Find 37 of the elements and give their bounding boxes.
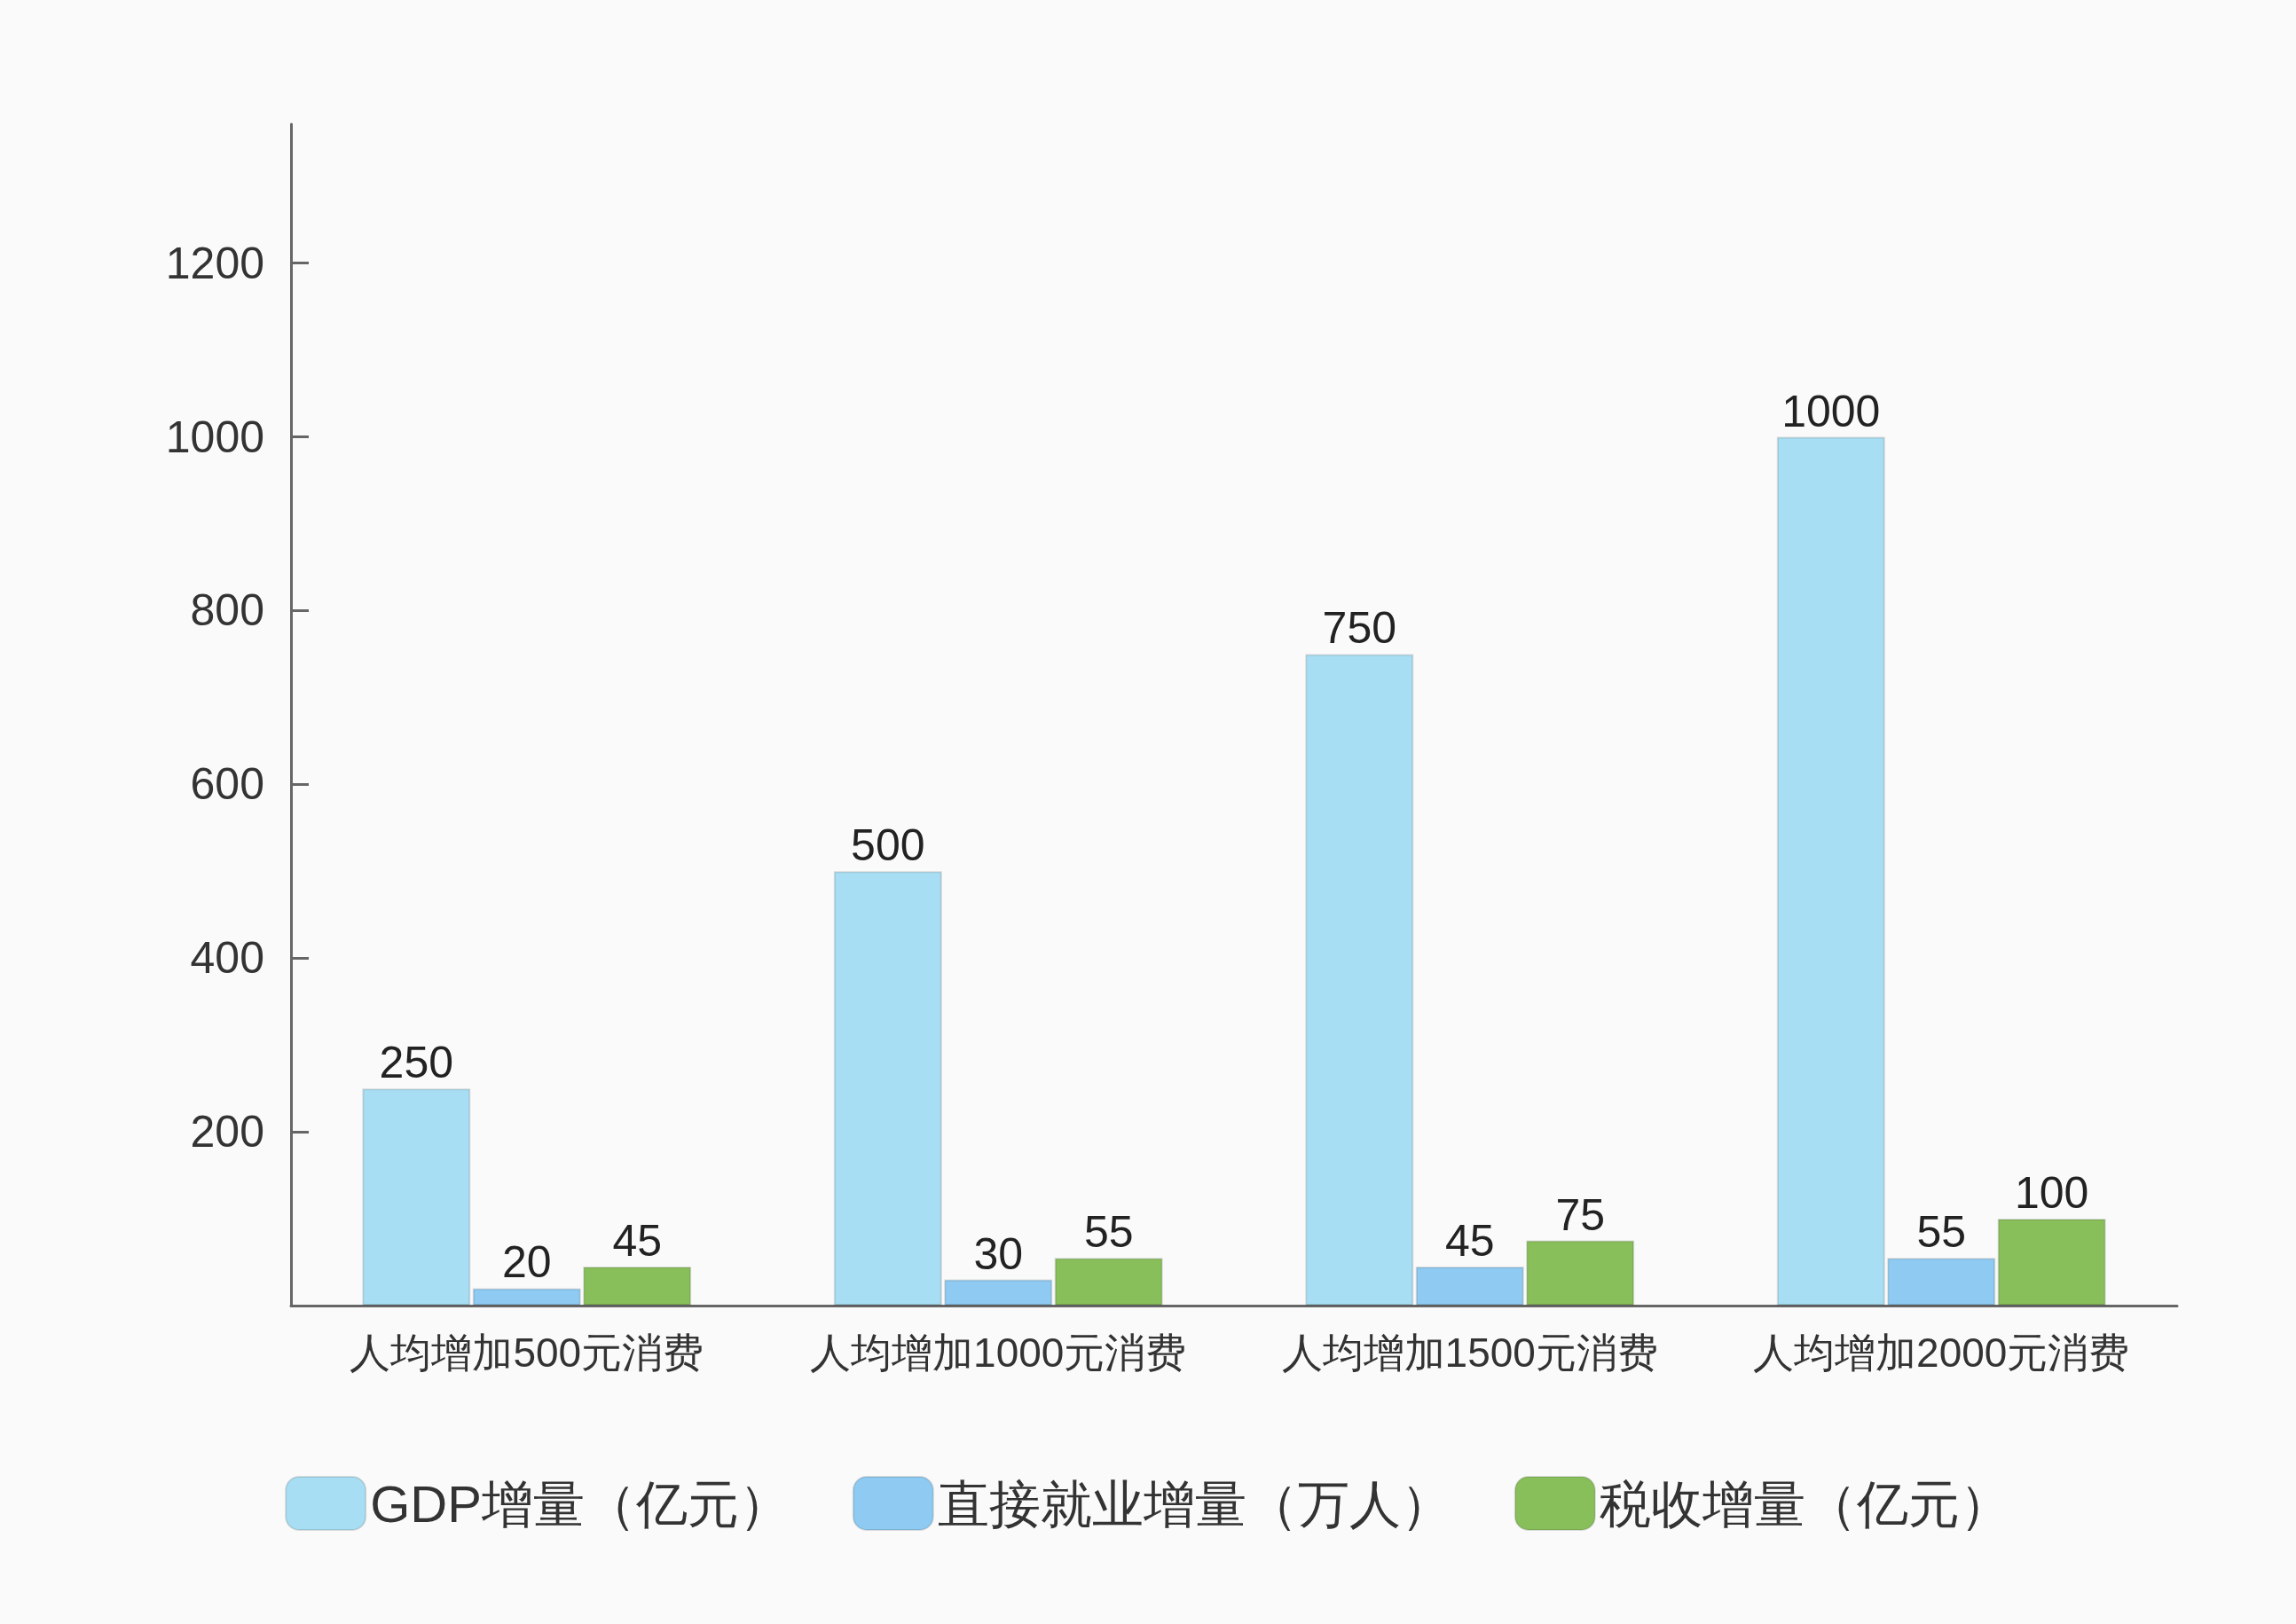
bar xyxy=(1887,1258,1996,1306)
data-label: 55 xyxy=(1083,1207,1134,1258)
y-tick-label: 600 xyxy=(190,759,264,810)
bar xyxy=(1997,1219,2106,1306)
data-label: 1000 xyxy=(1781,386,1881,436)
y-tick-label: 400 xyxy=(190,933,264,984)
data-label: 750 xyxy=(1322,603,1397,654)
data-label: 75 xyxy=(1555,1189,1605,1240)
data-label: 45 xyxy=(1444,1215,1495,1266)
legend-label: 税收增量（亿元） xyxy=(1599,1474,2011,1533)
data-label: 45 xyxy=(612,1215,662,1266)
bar xyxy=(583,1266,692,1306)
bar xyxy=(472,1288,581,1306)
bar xyxy=(833,871,942,1306)
y-tick-label: 1200 xyxy=(165,238,264,288)
bar xyxy=(1054,1258,1163,1306)
data-label: 20 xyxy=(501,1237,552,1288)
legend-label: 直接就业增量（万人） xyxy=(937,1474,1452,1533)
legend-label: GDP增量（亿元） xyxy=(370,1474,790,1533)
x-tick-label: 人均增加500元消费 xyxy=(350,1330,704,1376)
bar xyxy=(1305,654,1414,1306)
bar xyxy=(1415,1266,1524,1306)
data-label: 55 xyxy=(1916,1207,1967,1258)
data-label: 30 xyxy=(973,1228,1024,1279)
data-label: 500 xyxy=(851,820,925,871)
bar xyxy=(1776,436,1885,1306)
x-tick-label: 人均增加1500元消费 xyxy=(1281,1330,1658,1376)
bar xyxy=(944,1279,1053,1306)
x-tick-label: 人均增加2000元消费 xyxy=(1753,1330,2130,1376)
data-label: 250 xyxy=(379,1038,454,1088)
bar xyxy=(1526,1240,1635,1306)
x-tick-label: 人均增加1000元消费 xyxy=(810,1330,1187,1376)
y-tick-label: 1000 xyxy=(165,412,264,462)
data-label: 100 xyxy=(2014,1168,2089,1219)
bar xyxy=(362,1088,471,1306)
y-tick-label: 200 xyxy=(190,1107,264,1157)
y-tick-label: 800 xyxy=(190,585,264,636)
